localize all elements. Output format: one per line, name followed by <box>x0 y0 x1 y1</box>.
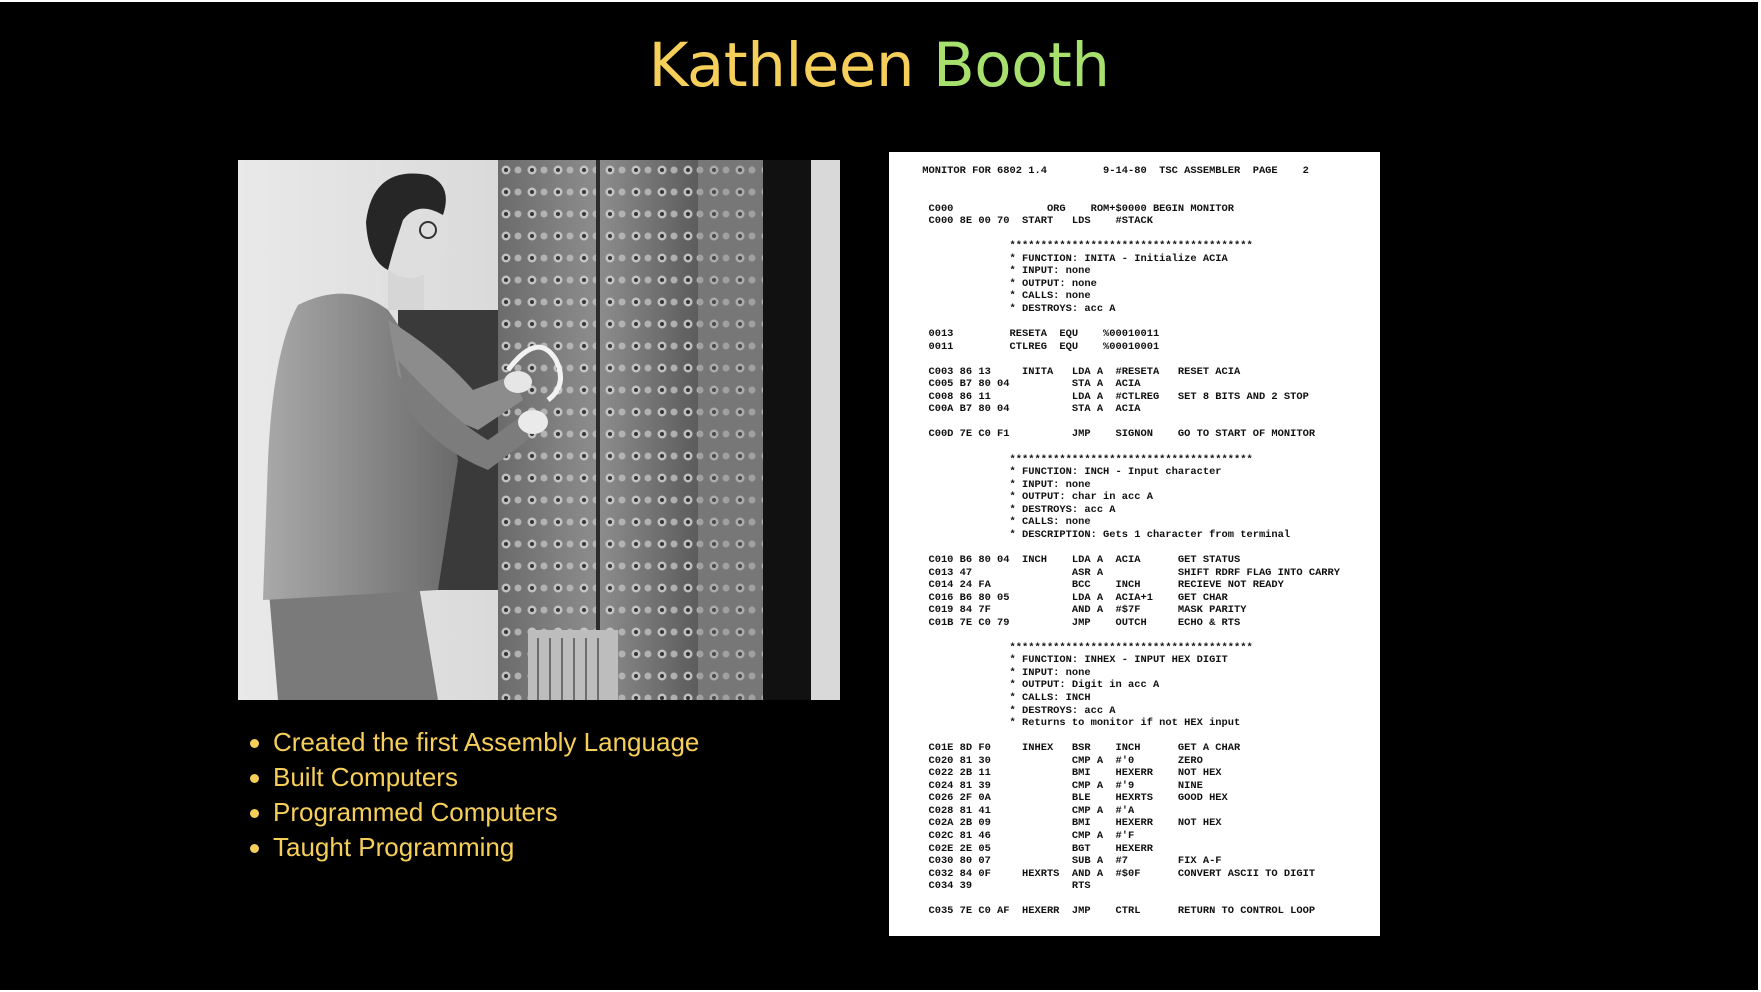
assembly-listing-image: MONITOR FOR 6802 1.4 9-14-80 TSC ASSEMBL… <box>889 152 1380 936</box>
assembly-listing-text: MONITOR FOR 6802 1.4 9-14-80 TSC ASSEMBL… <box>922 165 1341 918</box>
title-first-name: Kathleen <box>648 30 915 101</box>
historical-photo-icon <box>238 160 840 700</box>
slide-title: Kathleen Booth <box>0 30 1758 101</box>
bullet-item: Built Computers <box>248 760 699 795</box>
bullet-item: Taught Programming <box>248 830 699 865</box>
bullet-item: Created the first Assembly Language <box>248 725 699 760</box>
bullet-list: Created the first Assembly Language Buil… <box>248 725 699 865</box>
title-last-name: Booth <box>932 30 1110 101</box>
bullet-item: Programmed Computers <box>248 795 699 830</box>
